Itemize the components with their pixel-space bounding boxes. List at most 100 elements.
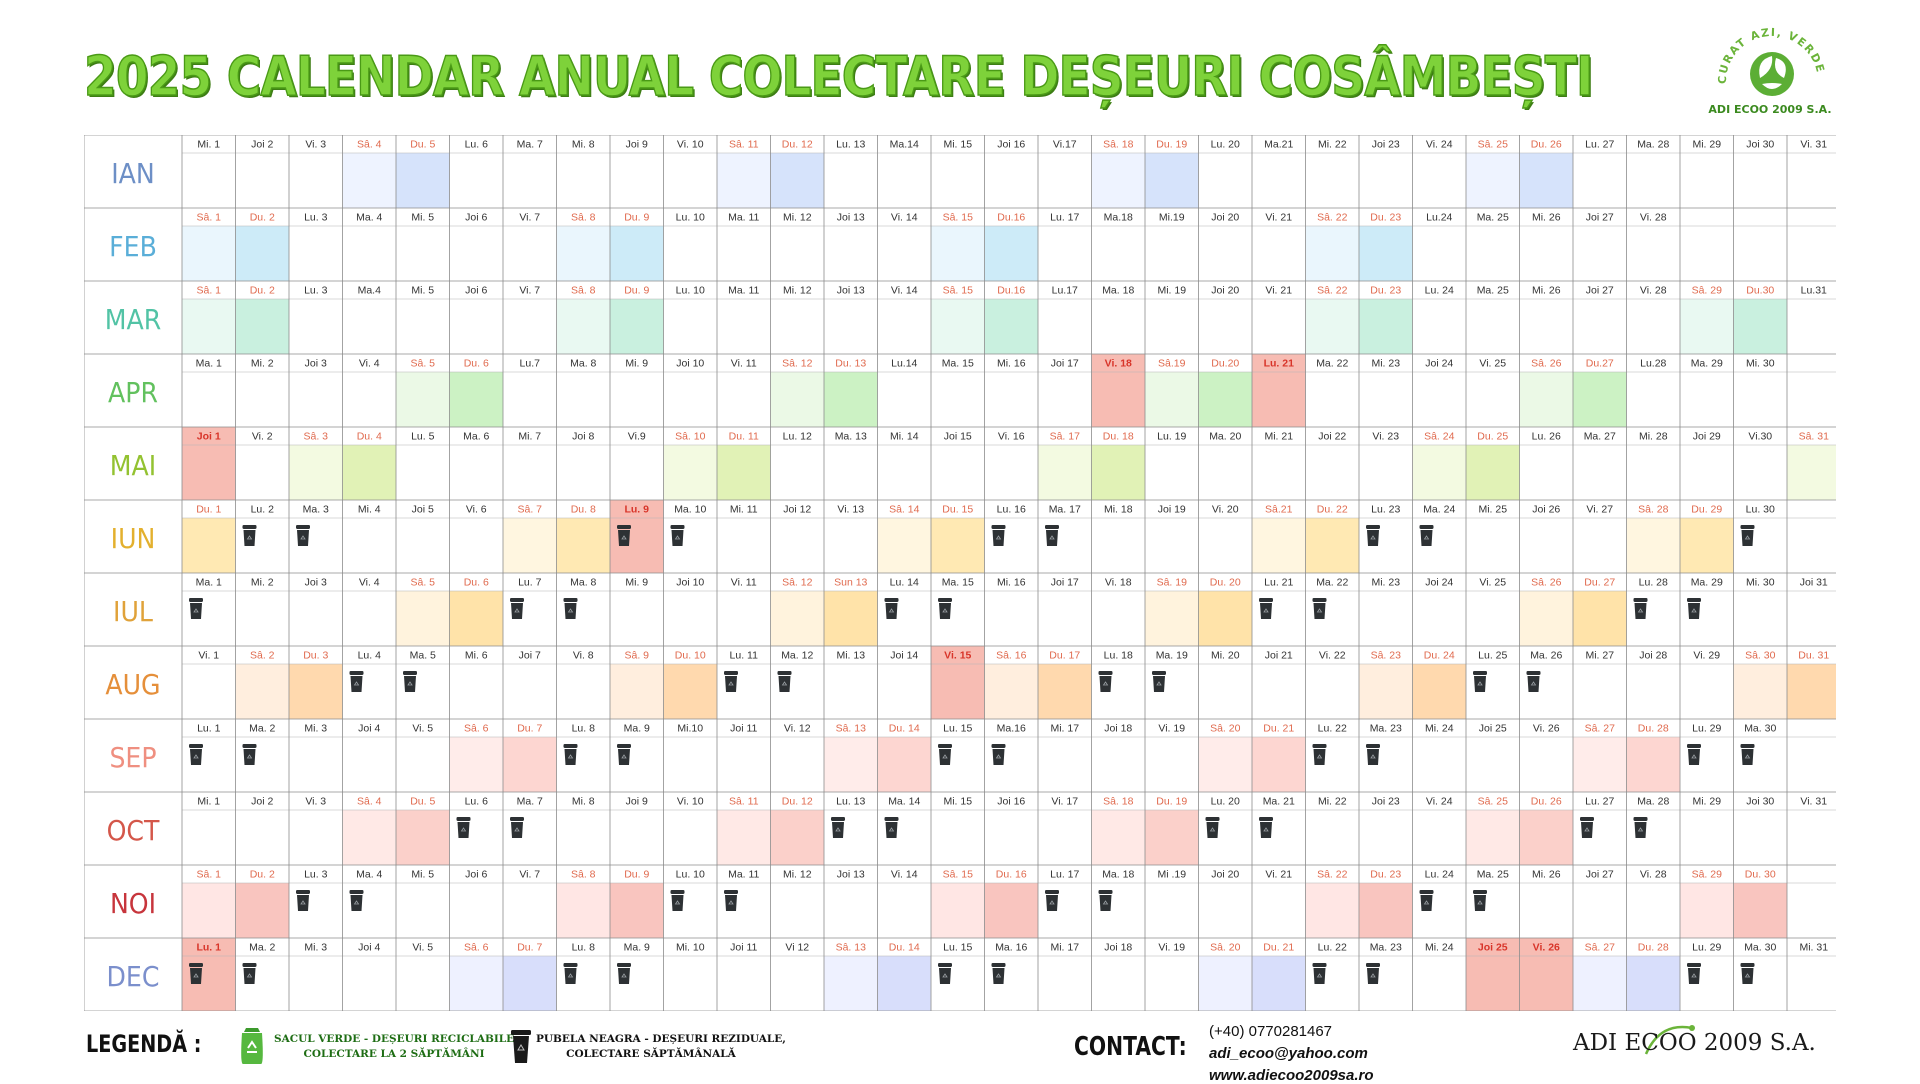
black-bin-icon [296,890,310,911]
day-cell-fill [1412,445,1466,500]
day-cell-fill [396,591,450,646]
day-label: Sâ. 27 [1585,723,1616,735]
day-label: Du.30 [1746,285,1774,297]
day-label: Mi. 10 [676,942,705,954]
black-bin-icon [1740,525,1755,546]
black-bin-icon [1259,817,1273,838]
black-bin-icon [670,525,685,546]
day-label: Mi. 2 [251,358,274,370]
day-label: Lu. 1 [197,723,221,735]
day-cell-fill [1252,737,1306,792]
day-label: Ma. 7 [517,796,543,808]
day-label: Du. 26 [1531,796,1562,808]
day-label: Lu. 5 [411,431,435,443]
day-label: Mi. 23 [1371,358,1400,370]
day-label: Lu. 24 [1425,285,1454,297]
day-label: Joi 9 [626,796,648,808]
day-cell-fill [1091,810,1145,865]
day-label: Ma. 10 [674,504,706,516]
day-label: Ma. 2 [249,942,275,954]
day-cell-fill [396,810,450,865]
contact-email[interactable]: adi_ecoo@yahoo.com [1209,1045,1368,1062]
day-label: Mi. 30 [1746,577,1775,589]
day-label: Joi 17 [1051,577,1079,589]
black-bin-icon [1740,963,1755,984]
black-bin-icon [189,744,203,765]
legend-green-line-2: COLECTARE LA 2 SĂPTĂMÂNI [303,1048,485,1060]
day-label: Du.27 [1586,358,1614,370]
contact-website[interactable]: www.adiecoo2009sa.ro [1209,1067,1374,1084]
day-label: Vi. 21 [1265,212,1292,224]
day-label: Vi 12 [785,942,809,954]
day-label: Du. 30 [1745,869,1776,881]
day-label: Ma. 8 [570,577,596,589]
black-bin-icon [884,598,899,619]
day-cell-fill [931,226,985,281]
day-label: Lu. 15 [943,942,972,954]
day-label: Lu. 13 [836,796,865,808]
day-label: Vi. 11 [731,358,757,370]
day-label: Joi 10 [676,577,704,589]
day-label: Vi. 19 [1158,723,1185,735]
black-bin-icon [1205,817,1220,838]
day-label: Du. 10 [675,650,706,662]
day-cell-fill [610,883,664,938]
day-label: Ma. 15 [942,577,974,589]
day-label: Mi. 2 [251,577,274,589]
month-label-feb: FEB [109,230,157,263]
day-label: Sâ. 12 [782,358,813,370]
day-label: Ma. 17 [1049,504,1081,516]
logo-name: ADI ECOO 2009 S.A. [1708,103,1831,116]
day-cell-fill [824,372,878,427]
day-label: Ma. 18 [1102,869,1134,881]
day-label: Joi 18 [1104,942,1132,954]
month-label-oct: OCT [107,814,160,847]
day-label: Ma. 9 [624,723,650,735]
day-label: Mi. 18 [1104,504,1133,516]
black-bin-icon [1473,890,1487,911]
day-label: Mi. 19 [1157,285,1186,297]
day-label: Mi. 7 [518,431,541,443]
day-label: Sâ. 26 [1531,358,1562,370]
day-label: Lu. 9 [624,504,649,516]
day-label: Du. 23 [1370,212,1401,224]
black-bin-icon [456,817,471,838]
day-label: Du. 3 [303,650,328,662]
day-cell-fill [1680,518,1734,573]
day-label: Sâ. 3 [303,431,328,443]
legend-black-bin-text: PUBELA NEAGRA - DEȘEURI REZIDUALE, COLEC… [536,1032,786,1062]
day-label: Vi. 11 [731,577,757,589]
legend-black-line-2: COLECTARE SĂPTĂMÂNALĂ [566,1048,736,1060]
month-label-apr: APR [108,376,158,409]
black-bin-icon [563,744,578,765]
day-label: Ma. 11 [728,285,759,297]
day-cell-fill [289,445,343,500]
day-cell-fill [931,518,985,573]
day-label: Mi. 28 [1639,431,1668,443]
day-label: Mi. 29 [1692,139,1721,151]
day-label: Du. 24 [1424,650,1455,662]
day-label: Vi. 5 [412,723,433,735]
day-label: Lu.31 [1801,285,1827,297]
month-label-iun: IUN [111,522,156,555]
day-cell-fill [235,883,289,938]
black-bin-icon [296,525,310,546]
day-cell-fill [342,445,396,500]
day-cell-fill [1198,737,1252,792]
day-cell-fill [1252,518,1306,573]
day-cell-fill [1305,226,1359,281]
day-label: Lu. 29 [1692,942,1721,954]
day-label: Du. 14 [889,942,920,954]
day-label: Vi.30 [1748,431,1772,443]
black-bin-icon [242,744,257,765]
day-label: Joi 7 [519,650,541,662]
day-label: Mi. 26 [1532,285,1561,297]
black-bin-icon [1526,671,1541,692]
day-cell-fill [1198,591,1252,646]
day-label: Sâ. 14 [889,504,920,516]
black-bin-icon [563,598,578,619]
day-cell-fill [289,664,343,719]
day-label: Sâ. 28 [1638,504,1669,516]
day-label: Ma. 9 [624,942,650,954]
day-label: Ma. 28 [1637,796,1669,808]
